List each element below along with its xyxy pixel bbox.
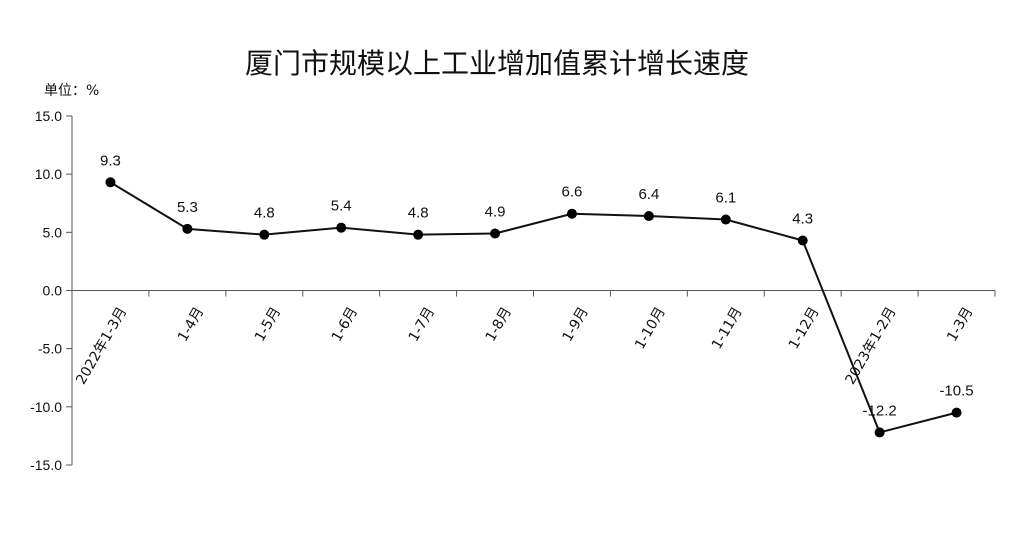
chart-title: 厦门市规模以上工业增加值累计增长速度 [245,47,749,80]
x-tick-label: 1-10月 [632,305,669,353]
data-label: 6.6 [562,184,583,201]
data-label: 5.3 [177,199,198,216]
data-point [566,208,577,219]
y-tick-label: 15.0 [35,108,62,124]
data-point [874,427,885,438]
data-label: 6.4 [638,186,659,203]
x-tick-label: 1-11月 [709,305,746,353]
y-tick-label: -5.0 [38,341,62,357]
y-axis: 15.0 10.0 5.0 0.0 -5.0 -10.0 -15.0 [30,108,73,473]
x-tick-label: 1-4月 [175,305,207,345]
data-label: 6.1 [715,190,736,207]
x-tick-label: 1-3月 [944,305,976,345]
data-point [643,211,654,222]
data-label: -10.5 [939,383,973,400]
data-point [182,223,193,234]
x-tick-label: 2023年1-2月 [842,305,899,388]
data-label: 4.8 [408,205,429,222]
x-tick-label: 2022年1-3月 [73,305,130,388]
x-tick-label: 1-5月 [252,305,284,345]
data-label: 4.3 [792,210,813,227]
data-label: 5.4 [331,198,352,215]
data-label: 4.8 [254,205,275,222]
x-tick-label: 1-8月 [483,305,515,345]
data-point [951,407,962,418]
series-cumulative-growth [105,177,962,438]
data-point [259,229,270,240]
data-label: -12.2 [863,402,897,419]
x-tick-label: 1-12月 [786,305,823,353]
data-point [490,228,501,239]
data-label: 9.3 [100,152,121,169]
y-tick-label: 10.0 [35,166,62,182]
data-point [413,229,424,240]
data-point [336,222,347,233]
series-line [109,181,957,434]
data-point [105,177,116,188]
y-tick-label: -15.0 [30,457,62,473]
unit-label: 单位：% [44,83,99,99]
data-point [797,235,808,246]
data-labels: 9.3 5.3 4.8 5.4 4.8 4.9 6.6 6.4 6.1 4.3 -12.2 -10.5 [100,152,974,419]
y-tick-label: 5.0 [43,224,63,240]
x-tick-label: 1-9月 [560,305,592,345]
y-tick-label: 0.0 [43,283,63,299]
data-point [720,214,731,225]
y-tick-label: -10.0 [30,399,62,415]
x-tick-label: 1-6月 [329,305,361,345]
x-tick-label: 1-7月 [406,305,438,345]
data-label: 4.9 [485,203,506,220]
